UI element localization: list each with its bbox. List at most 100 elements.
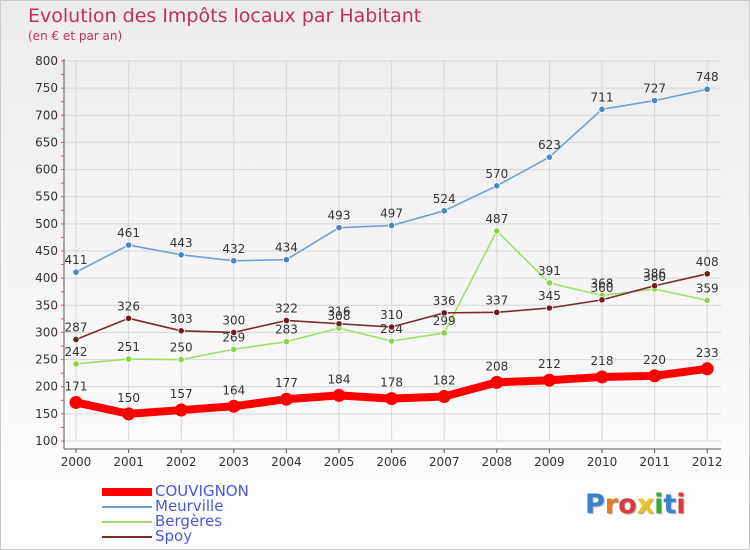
logo-letter: i — [676, 489, 686, 520]
x-tick-label: 2000 — [61, 455, 92, 469]
x-tick-label: 2009 — [534, 455, 565, 469]
logo-letter: x — [636, 489, 655, 520]
data-point-meurville — [440, 207, 448, 215]
data-label-berg-res: 391 — [538, 264, 561, 278]
data-label-berg-res: 269 — [222, 330, 245, 344]
data-point-meurville — [703, 85, 711, 93]
data-label-couvignon: 171 — [65, 379, 88, 393]
x-tick-label: 2005 — [324, 455, 355, 469]
data-label-spoy: 287 — [65, 320, 88, 334]
data-point-meurville — [230, 257, 238, 265]
legend-swatch-spoy — [102, 536, 152, 538]
data-point-couvignon — [648, 369, 662, 383]
data-label-meurville: 748 — [696, 70, 719, 84]
data-point-spoy — [125, 314, 133, 322]
data-point-meurville — [650, 97, 659, 105]
data-point-spoy — [177, 327, 185, 335]
data-point-couvignon — [385, 392, 399, 406]
y-tick-label: 300 — [35, 325, 58, 339]
y-tick-label: 150 — [35, 407, 58, 421]
legend-label-spoy: Spoy — [155, 527, 193, 545]
data-label-berg-res: 308 — [328, 309, 351, 323]
y-tick-label: 100 — [35, 434, 58, 448]
legend-label-bergeres: Bergères — [155, 512, 223, 530]
data-label-couvignon: 184 — [328, 372, 351, 386]
data-point-meurville — [387, 221, 396, 230]
data-label-berg-res: 250 — [170, 341, 193, 355]
data-label-couvignon: 233 — [696, 346, 719, 360]
data-point-couvignon — [174, 403, 188, 417]
data-label-meurville: 570 — [485, 167, 508, 181]
data-label-meurville: 711 — [591, 90, 614, 104]
data-point-couvignon — [595, 370, 609, 384]
data-label-meurville: 497 — [380, 206, 403, 220]
logo-letter: t — [663, 489, 677, 520]
data-label-meurville: 461 — [117, 226, 140, 240]
data-label-spoy: 386 — [643, 267, 666, 281]
data-point-meurville — [72, 268, 80, 276]
data-label-berg-res: 359 — [696, 281, 719, 295]
data-point-berg-res — [493, 227, 501, 235]
data-point-berg-res — [282, 338, 290, 346]
data-label-spoy: 310 — [380, 308, 403, 322]
data-point-couvignon — [490, 375, 504, 389]
data-label-spoy: 316 — [328, 305, 351, 319]
data-point-spoy — [230, 328, 238, 337]
data-label-couvignon: 220 — [643, 353, 666, 367]
y-tick-label: 600 — [35, 163, 58, 177]
data-point-meurville — [598, 105, 606, 113]
data-point-berg-res — [177, 355, 185, 364]
legend-swatch-couvignon — [102, 488, 152, 496]
data-label-berg-res: 283 — [275, 323, 298, 337]
legend-label-meurville: Meurville — [155, 497, 224, 515]
y-tick-label: 700 — [35, 108, 58, 122]
data-label-couvignon: 150 — [117, 391, 140, 405]
x-tick-label: 2012 — [692, 455, 723, 469]
data-label-meurville: 432 — [222, 242, 245, 256]
y-tick-label: 400 — [35, 271, 58, 285]
data-point-spoy — [387, 323, 396, 331]
x-tick-label: 2008 — [482, 455, 513, 469]
data-label-meurville: 623 — [538, 138, 561, 152]
y-tick-label: 500 — [35, 217, 58, 231]
data-label-berg-res: 251 — [117, 340, 140, 354]
data-label-meurville: 524 — [433, 192, 456, 206]
data-label-berg-res: 487 — [485, 212, 508, 226]
data-label-spoy: 326 — [117, 299, 140, 313]
logo-letter: o — [618, 489, 637, 520]
y-tick-label: 200 — [35, 380, 58, 394]
logo-letter: i — [654, 489, 664, 520]
x-tick-label: 2002 — [166, 455, 197, 469]
data-label-couvignon: 178 — [380, 376, 403, 390]
data-label-berg-res: 242 — [65, 345, 88, 359]
x-tick-label: 2011 — [639, 455, 670, 469]
y-tick-label: 650 — [35, 135, 58, 149]
data-point-berg-res — [440, 329, 448, 337]
data-label-berg-res: 299 — [433, 314, 456, 328]
data-point-spoy — [703, 270, 711, 278]
chart-subtitle: (en € et par an) — [28, 29, 123, 43]
x-tick-label: 2007 — [429, 455, 460, 469]
data-label-spoy: 300 — [222, 313, 245, 327]
data-point-couvignon — [122, 407, 136, 421]
data-label-couvignon: 208 — [485, 359, 508, 373]
data-point-couvignon — [69, 395, 83, 409]
legend-label-couvignon: COUVIGNON — [155, 482, 249, 500]
data-point-couvignon — [542, 373, 556, 387]
data-label-spoy: 408 — [696, 255, 719, 269]
y-tick-label: 450 — [35, 244, 58, 258]
data-label-couvignon: 157 — [170, 387, 193, 401]
data-label-couvignon: 212 — [538, 357, 561, 371]
data-point-spoy — [493, 308, 501, 316]
data-point-couvignon — [332, 388, 346, 402]
data-point-spoy — [440, 309, 448, 317]
x-tick-label: 2006 — [376, 455, 407, 469]
data-label-meurville: 443 — [170, 236, 193, 250]
data-label-couvignon: 182 — [433, 373, 456, 387]
data-label-couvignon: 164 — [222, 383, 245, 397]
data-label-spoy: 345 — [538, 289, 561, 303]
data-point-meurville — [493, 182, 501, 190]
legend-swatch-meurville — [102, 506, 152, 508]
y-tick-label: 800 — [35, 54, 58, 68]
